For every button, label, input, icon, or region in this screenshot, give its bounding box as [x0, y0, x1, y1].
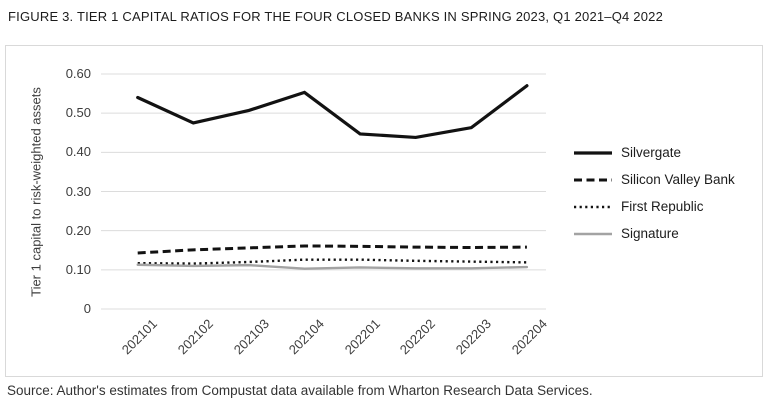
legend-line-swatch: [574, 178, 612, 181]
chart-frame: Tier 1 capital to risk-weighted assets 0…: [5, 45, 763, 377]
legend-item-signature: Signature: [574, 220, 735, 247]
source-note: Source: Author's estimates from Compusta…: [7, 383, 593, 398]
legend-line-swatch: [574, 232, 612, 235]
legend-line-swatch: [574, 205, 612, 208]
series-line-signature: [136, 263, 529, 270]
y-tick-label: 0.10: [65, 261, 91, 277]
legend-label: First Republic: [621, 199, 704, 214]
y-tick-label: 0: [83, 301, 91, 316]
legend-item-first-republic: First Republic: [574, 193, 735, 220]
y-tick-label: 0.20: [65, 222, 91, 238]
y-tick-label: 0.50: [65, 105, 91, 121]
legend-label: Signature: [621, 226, 679, 241]
series-line-first-republic: [137, 258, 527, 265]
legend-label: Silvergate: [621, 145, 682, 160]
figure-title: FIGURE 3. TIER 1 CAPITAL RATIOS FOR THE …: [8, 9, 664, 24]
legend-label: Silicon Valley Bank: [621, 172, 735, 187]
y-tick-label: 0.60: [65, 66, 91, 81]
chart-legend: Silvergate Silicon Valley Bank First Repub…: [574, 139, 735, 247]
y-tick-label: 0.40: [65, 144, 91, 160]
y-tick-label: 0.30: [65, 183, 91, 199]
legend-item-silvergate: Silvergate: [574, 139, 735, 166]
series-line-silvergate: [136, 84, 529, 140]
series-line-silicon-valley-bank: [137, 244, 527, 255]
line-chart-canvas: [101, 73, 546, 310]
legend-line-swatch: [574, 150, 612, 155]
legend-item-silicon-valley-bank: Silicon Valley Bank: [574, 166, 735, 193]
